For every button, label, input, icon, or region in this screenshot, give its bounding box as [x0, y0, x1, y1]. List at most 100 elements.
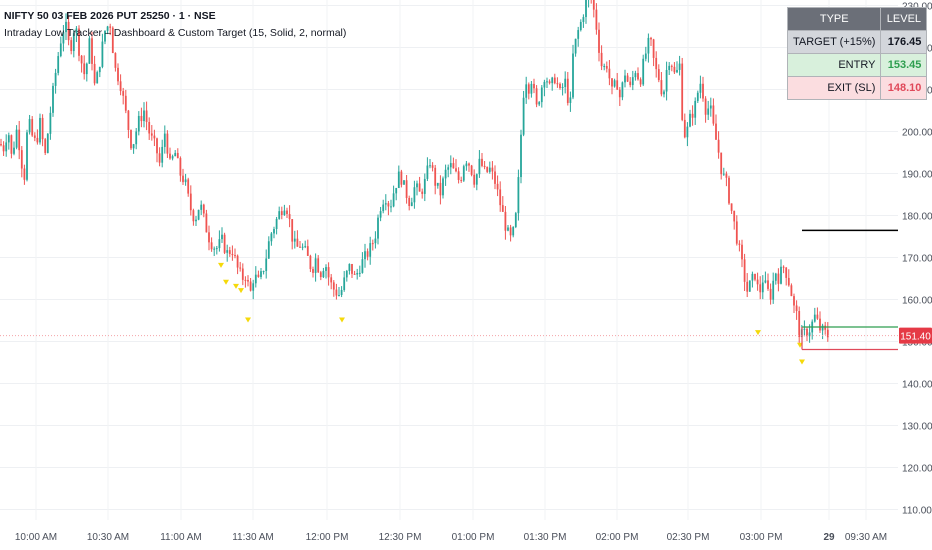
candle-body-266 — [691, 113, 694, 118]
candle-body-190 — [494, 171, 496, 184]
candle-body-128 — [332, 282, 335, 290]
indicator-label[interactable]: Intraday Low Tracker – Dashboard & Custo… — [4, 27, 347, 39]
candle-body-206 — [535, 88, 538, 105]
candle-body-141 — [366, 251, 369, 257]
candle-body-122 — [317, 258, 320, 273]
candle-body-115 — [299, 246, 301, 248]
candle-body-45 — [117, 67, 119, 82]
candle-body-216 — [561, 87, 564, 89]
candle-body-202 — [525, 84, 528, 98]
candle-body-88 — [228, 250, 231, 254]
candle-body-13 — [33, 135, 36, 138]
candle-body-151 — [392, 193, 395, 207]
candle-body-147 — [382, 204, 385, 212]
entry-type: ENTRY — [786, 53, 882, 77]
candle-body-199 — [517, 177, 520, 214]
candle-body-55 — [143, 110, 145, 122]
candle-body-31 — [80, 55, 83, 64]
candle-body-186 — [483, 165, 486, 167]
candle-body-82 — [213, 248, 216, 250]
candle-body-71 — [184, 179, 187, 183]
candle-body-85 — [221, 234, 223, 240]
candle-body-0 — [0, 144, 2, 146]
candle-body-200 — [520, 134, 522, 178]
candle-body-156 — [405, 180, 408, 199]
candle-body-78 — [202, 204, 205, 214]
candle-body-280 — [728, 177, 730, 204]
x-tick-label-12: 09:30 AM — [845, 532, 887, 543]
candle-body-197 — [512, 227, 515, 236]
candle-body-241 — [626, 75, 629, 82]
candle-body-314 — [816, 314, 819, 319]
candle-body-43 — [111, 27, 114, 54]
candle-body-132 — [343, 277, 346, 290]
target-type: TARGET (+15%) — [786, 30, 882, 54]
candle-body-125 — [325, 267, 327, 271]
candle-body-196 — [509, 227, 512, 236]
y-tick-label-2: 130.00 — [902, 422, 932, 433]
candle-body-223 — [579, 21, 582, 31]
candle-body-47 — [122, 91, 125, 96]
y-tick-label-8: 190.00 — [902, 170, 932, 181]
dashboard-row-exit: EXIT (SL) 148.10 — [786, 76, 928, 100]
candle-body-18 — [46, 133, 49, 153]
candle-body-225 — [585, 0, 587, 18]
candle-body-136 — [353, 273, 356, 275]
candle-body-182 — [473, 174, 476, 185]
candle-body-277 — [720, 152, 723, 175]
candle-body-311 — [808, 332, 811, 337]
candle-body-158 — [410, 202, 413, 207]
candle-body-33 — [85, 63, 88, 75]
candle-body-96 — [249, 281, 252, 291]
candle-body-272 — [707, 108, 710, 115]
candle-body-288 — [748, 280, 751, 292]
candle-body-300 — [780, 266, 782, 284]
x-axis: 10:00 AM 10:30 AM 11:00 AM 11:30 AM 12:00 PM… — [15, 532, 887, 543]
candle-body-184 — [478, 158, 481, 175]
candle-body-130 — [338, 294, 340, 296]
candle-body-50 — [130, 130, 132, 149]
candle-body-161 — [418, 183, 421, 192]
candle-body-6 — [15, 129, 18, 148]
candle-body-111 — [288, 214, 291, 220]
candle-body-173 — [449, 163, 452, 168]
candle-body-70 — [182, 175, 184, 183]
candle-body-282 — [733, 210, 736, 222]
candle-body-285 — [741, 244, 743, 260]
candle-body-211 — [548, 81, 551, 84]
candle-body-77 — [200, 204, 203, 210]
candle-body-27 — [70, 40, 73, 52]
candle-body-198 — [514, 213, 517, 228]
candle-body-238 — [618, 89, 621, 98]
candle-body-81 — [210, 242, 213, 250]
candle-body-7 — [18, 129, 21, 151]
candle-body-302 — [785, 267, 788, 278]
candle-body-19 — [49, 112, 52, 134]
candle-body-8 — [20, 150, 23, 169]
candle-body-291 — [756, 279, 759, 285]
trade-levels — [0, 229, 898, 351]
candle-body-54 — [140, 115, 143, 122]
candle-body-174 — [452, 163, 455, 169]
candle-body-139 — [361, 259, 364, 273]
candle-body-271 — [704, 98, 707, 115]
candle-body-187 — [486, 166, 489, 172]
candle-body-83 — [215, 248, 218, 250]
candle-body-67 — [174, 152, 177, 157]
candle-body-42 — [109, 26, 112, 28]
candle-body-244 — [634, 73, 637, 78]
candle-body-191 — [496, 183, 499, 190]
candle-body-26 — [67, 21, 70, 41]
candle-body-274 — [712, 105, 715, 124]
candle-body-218 — [566, 78, 569, 103]
candle-body-169 — [439, 182, 442, 196]
candle-body-289 — [751, 273, 754, 281]
candle-body-28 — [72, 33, 75, 52]
candle-body-249 — [647, 37, 650, 54]
candle-body-48 — [124, 95, 127, 111]
candle-body-229 — [595, 9, 598, 30]
candle-body-212 — [551, 77, 554, 84]
candle-body-63 — [163, 133, 166, 147]
candle-body-243 — [631, 77, 634, 86]
